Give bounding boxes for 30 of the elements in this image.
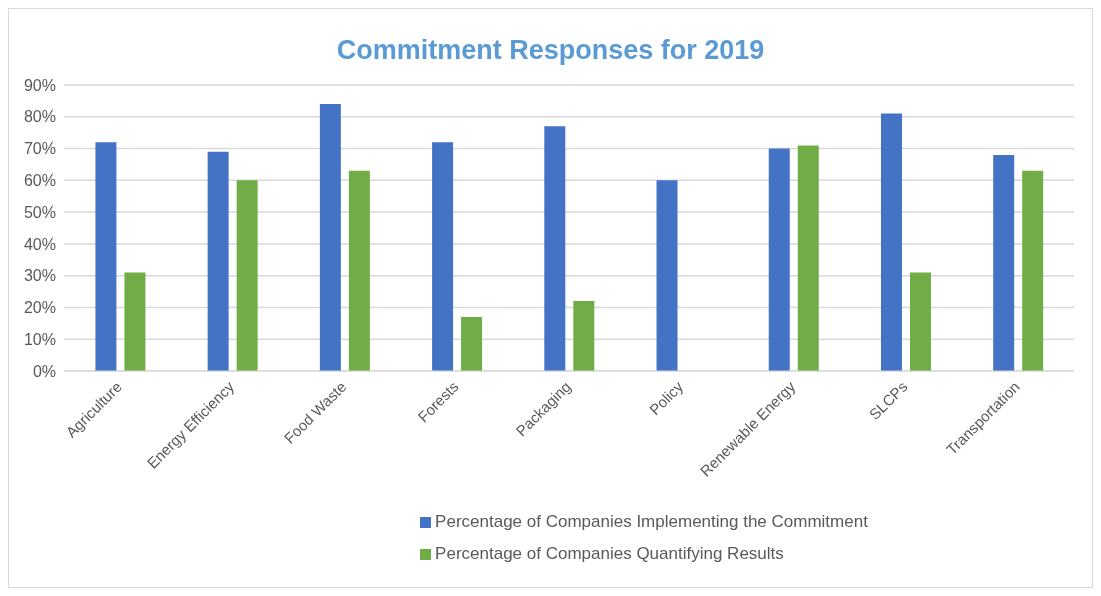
bar	[768, 148, 790, 371]
bar	[432, 142, 454, 371]
y-tick-label: 30%	[23, 267, 56, 285]
y-tick-label: 20%	[23, 299, 56, 317]
bar	[544, 126, 566, 371]
bar	[656, 180, 678, 371]
bar	[993, 154, 1015, 371]
y-tick-label: 70%	[23, 140, 56, 158]
bar	[348, 170, 370, 371]
bar	[573, 301, 595, 371]
legend-label: Percentage of Companies Implementing the Commitment	[435, 512, 868, 531]
bar	[236, 180, 258, 371]
bar	[95, 142, 117, 371]
bar	[880, 113, 902, 371]
bar	[909, 272, 931, 371]
bar	[797, 145, 819, 371]
y-tick-label: 90%	[23, 76, 56, 94]
bar	[319, 104, 341, 371]
bar	[124, 272, 146, 371]
chart-title: Commitment Responses for 2019	[335, 35, 766, 67]
bar	[207, 151, 229, 371]
y-tick-label: 60%	[23, 172, 56, 190]
y-tick-label: 50%	[23, 203, 56, 221]
legend-label: Percentage of Companies Quantifying Results	[435, 544, 784, 563]
y-tick-label: 80%	[23, 108, 56, 126]
bar	[1022, 170, 1044, 371]
y-tick-label: 40%	[23, 235, 56, 253]
y-tick-label: 10%	[23, 330, 56, 348]
bar	[461, 316, 483, 371]
y-tick-label: 0%	[32, 362, 56, 380]
